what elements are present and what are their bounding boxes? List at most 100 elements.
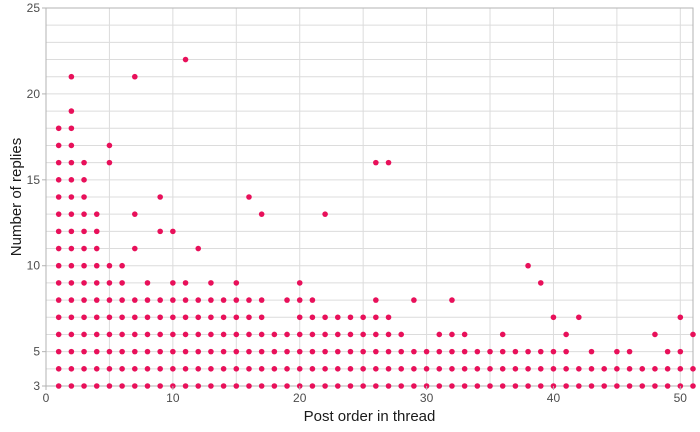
data-point: [93, 383, 100, 389]
data-point: [639, 366, 646, 372]
data-point: [334, 331, 341, 338]
data-point: [373, 348, 379, 355]
data-point: [626, 348, 633, 355]
data-point: [461, 366, 468, 372]
data-point: [157, 348, 163, 355]
data-point: [284, 366, 290, 372]
data-point: [499, 383, 506, 389]
data-point: [233, 331, 240, 338]
data-point: [258, 383, 265, 389]
data-point: [474, 383, 481, 389]
data-point: [664, 366, 671, 372]
data-point: [512, 348, 519, 355]
data-point: [119, 348, 125, 355]
data-point: [385, 331, 392, 338]
data-point: [170, 280, 176, 286]
data-point: [132, 211, 138, 217]
data-point: [81, 331, 87, 338]
data-point: [322, 314, 328, 321]
data-point: [106, 142, 113, 149]
data-point: [525, 383, 531, 389]
data-point: [195, 348, 202, 355]
data-point: [170, 314, 176, 321]
data-point: [246, 331, 252, 338]
data-point: [296, 297, 303, 303]
data-point: [525, 366, 531, 372]
data-point: [614, 383, 620, 389]
data-point: [106, 366, 113, 372]
data-point: [157, 228, 163, 235]
data-point: [220, 366, 227, 372]
data-point: [68, 297, 75, 303]
data-point: [106, 348, 113, 355]
data-point: [690, 383, 696, 389]
x-tick-label: 40: [547, 391, 561, 405]
data-point: [195, 245, 202, 252]
data-point: [220, 297, 227, 303]
data-point: [322, 211, 328, 217]
y-tick-label: 10: [27, 259, 41, 273]
data-point: [373, 366, 379, 372]
data-point: [449, 366, 455, 372]
data-point: [246, 314, 252, 321]
data-point: [144, 348, 151, 355]
data-point: [373, 314, 379, 321]
data-point: [449, 348, 455, 355]
data-point: [334, 348, 341, 355]
data-point: [347, 348, 354, 355]
data-point: [132, 348, 138, 355]
data-point: [93, 348, 100, 355]
data-point: [461, 331, 468, 338]
data-point: [360, 348, 366, 355]
data-point: [652, 366, 658, 372]
data-point: [360, 383, 366, 389]
data-point: [411, 383, 417, 389]
data-point: [119, 314, 125, 321]
data-point: [639, 383, 646, 389]
data-point: [55, 194, 62, 200]
data-point: [360, 331, 366, 338]
y-tick-label: 20: [27, 87, 41, 101]
data-point: [81, 383, 87, 389]
data-point: [144, 297, 151, 303]
data-point: [93, 280, 100, 286]
data-point: [233, 348, 240, 355]
data-point: [309, 314, 316, 321]
data-point: [132, 383, 138, 389]
data-point: [55, 177, 62, 183]
data-point: [233, 280, 240, 286]
data-point: [106, 159, 113, 166]
data-point: [563, 348, 569, 355]
data-point: [68, 125, 75, 132]
data-point: [652, 383, 658, 389]
y-tick-label: 5: [33, 345, 40, 359]
grid-lines: [46, 7, 693, 386]
data-point: [81, 280, 87, 286]
data-point: [246, 194, 252, 200]
y-tick-label: 25: [27, 1, 41, 15]
data-point: [373, 159, 379, 166]
data-point: [208, 331, 214, 338]
data-point: [195, 383, 202, 389]
data-point: [93, 211, 100, 217]
data-point: [81, 228, 87, 235]
data-point: [411, 348, 417, 355]
x-tick-label: 50: [674, 391, 688, 405]
data-point: [360, 366, 366, 372]
data-point: [347, 331, 354, 338]
data-point: [296, 314, 303, 321]
data-point: [563, 366, 569, 372]
data-point: [208, 383, 214, 389]
data-point: [563, 383, 569, 389]
data-point: [296, 280, 303, 286]
data-point: [132, 73, 138, 80]
data-point: [309, 383, 316, 389]
data-point: [68, 366, 75, 372]
data-point: [246, 366, 252, 372]
data-point: [55, 262, 62, 269]
data-point: [385, 366, 392, 372]
data-point: [144, 383, 151, 389]
data-points: [55, 56, 696, 389]
data-point: [81, 297, 87, 303]
data-point: [373, 297, 379, 303]
